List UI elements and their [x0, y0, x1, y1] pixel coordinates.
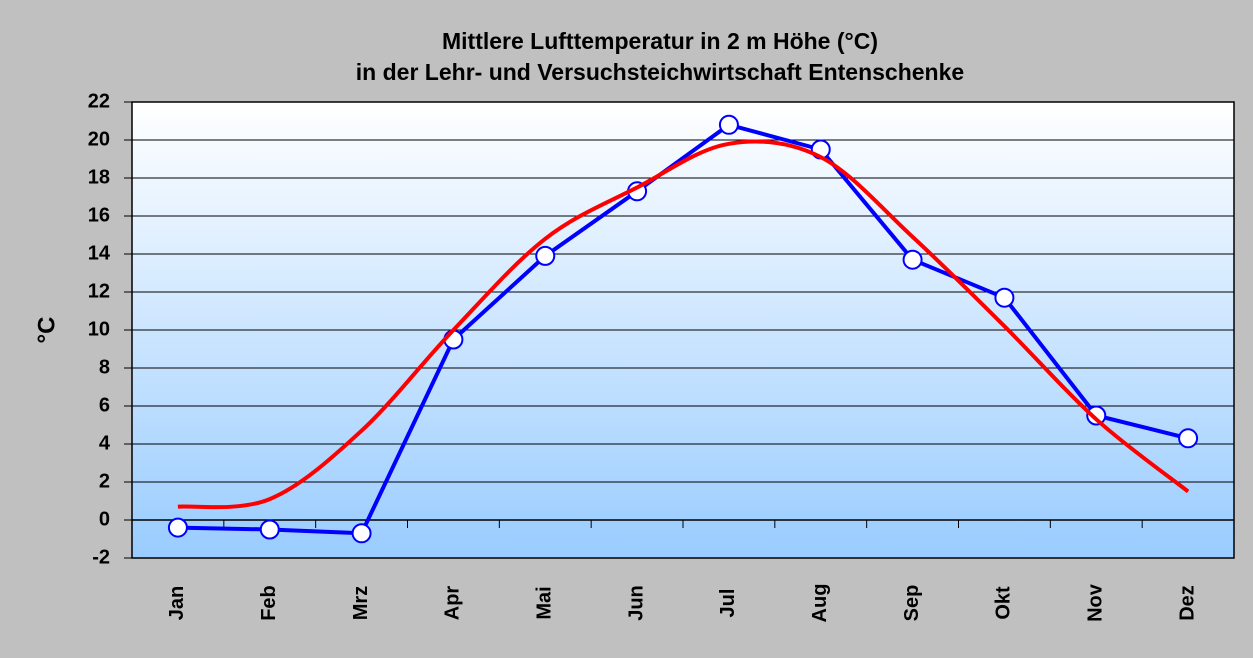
- y-axis-label: °C: [33, 317, 60, 344]
- x-tick-label: Jan: [166, 586, 188, 620]
- data-point: [167, 517, 188, 538]
- data-point: [902, 249, 923, 270]
- x-tick-label: Okt: [993, 586, 1015, 620]
- y-tick-label: 18: [88, 166, 110, 188]
- data-point: [259, 519, 280, 540]
- x-tick-label: Nov: [1085, 583, 1107, 622]
- x-tick-label: Sep: [901, 585, 923, 622]
- y-tick-label: 2: [99, 470, 110, 492]
- x-tick-label: Dez: [1176, 585, 1198, 621]
- x-tick-label: Feb: [258, 585, 280, 621]
- y-tick-label: -2: [92, 546, 110, 568]
- x-tick-label: Apr: [442, 586, 464, 621]
- x-tick-label: Aug: [809, 584, 831, 623]
- x-tick-label: Jun: [625, 585, 647, 621]
- data-point: [535, 245, 556, 266]
- x-tick-label: Jul: [717, 589, 739, 618]
- series-line: [177, 139, 1190, 510]
- chart-subtitle: in der Lehr- und Versuchsteichwirtschaft…: [356, 59, 964, 85]
- y-tick-label: 22: [88, 90, 110, 112]
- y-tick-label: 0: [99, 508, 110, 530]
- y-tick-label: 6: [99, 394, 110, 416]
- y-tick-label: 16: [88, 204, 110, 226]
- x-tick-label: Mai: [534, 586, 556, 619]
- chart-title: Mittlere Lufttemperatur in 2 m Höhe (°C): [442, 28, 878, 54]
- data-point: [1086, 405, 1107, 426]
- y-tick-label: 8: [99, 356, 110, 378]
- y-tick-label: 4: [99, 432, 111, 454]
- data-point: [718, 114, 739, 135]
- y-tick-label: 10: [88, 318, 110, 340]
- series-line: [177, 122, 1189, 536]
- data-point: [351, 523, 372, 544]
- y-tick-label: 20: [88, 128, 110, 150]
- data-point: [994, 287, 1015, 308]
- y-tick-label: 12: [88, 280, 110, 302]
- x-tick-label: Mrz: [350, 586, 372, 620]
- y-tick-label: 14: [88, 242, 111, 264]
- data-point: [1178, 428, 1199, 449]
